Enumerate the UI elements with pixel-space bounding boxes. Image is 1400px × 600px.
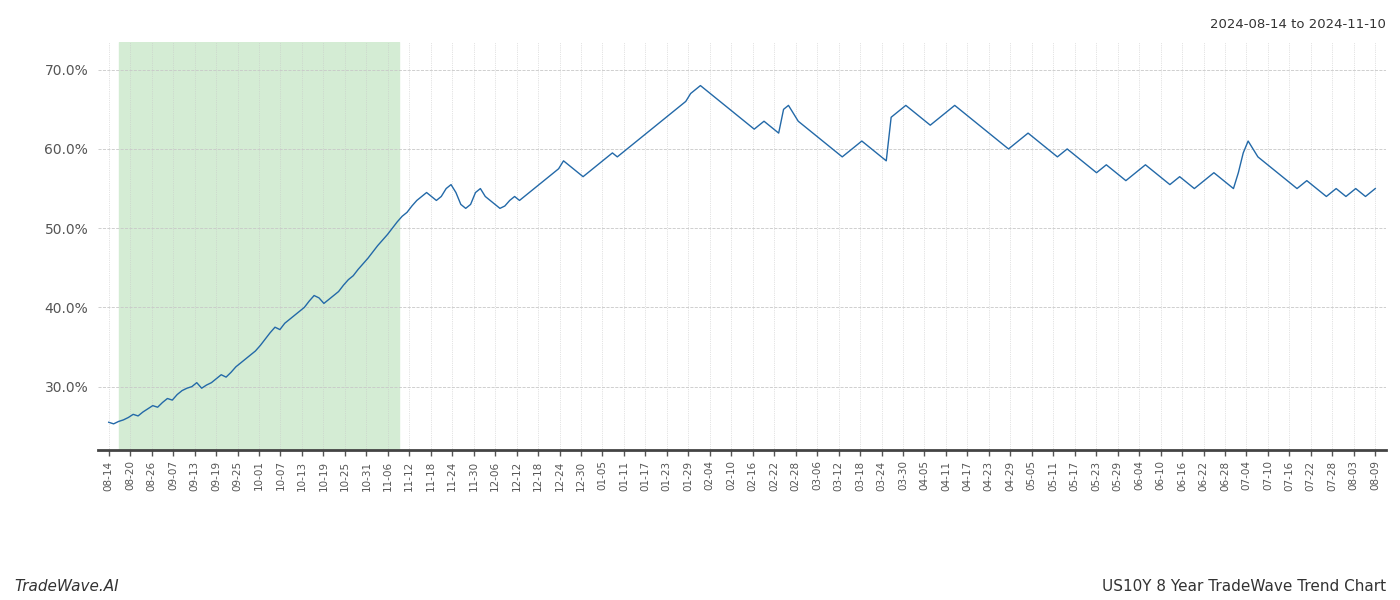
Text: TradeWave.AI: TradeWave.AI: [14, 579, 119, 594]
Text: US10Y 8 Year TradeWave Trend Chart: US10Y 8 Year TradeWave Trend Chart: [1102, 579, 1386, 594]
Text: 2024-08-14 to 2024-11-10: 2024-08-14 to 2024-11-10: [1210, 18, 1386, 31]
Bar: [119, 42, 399, 450]
